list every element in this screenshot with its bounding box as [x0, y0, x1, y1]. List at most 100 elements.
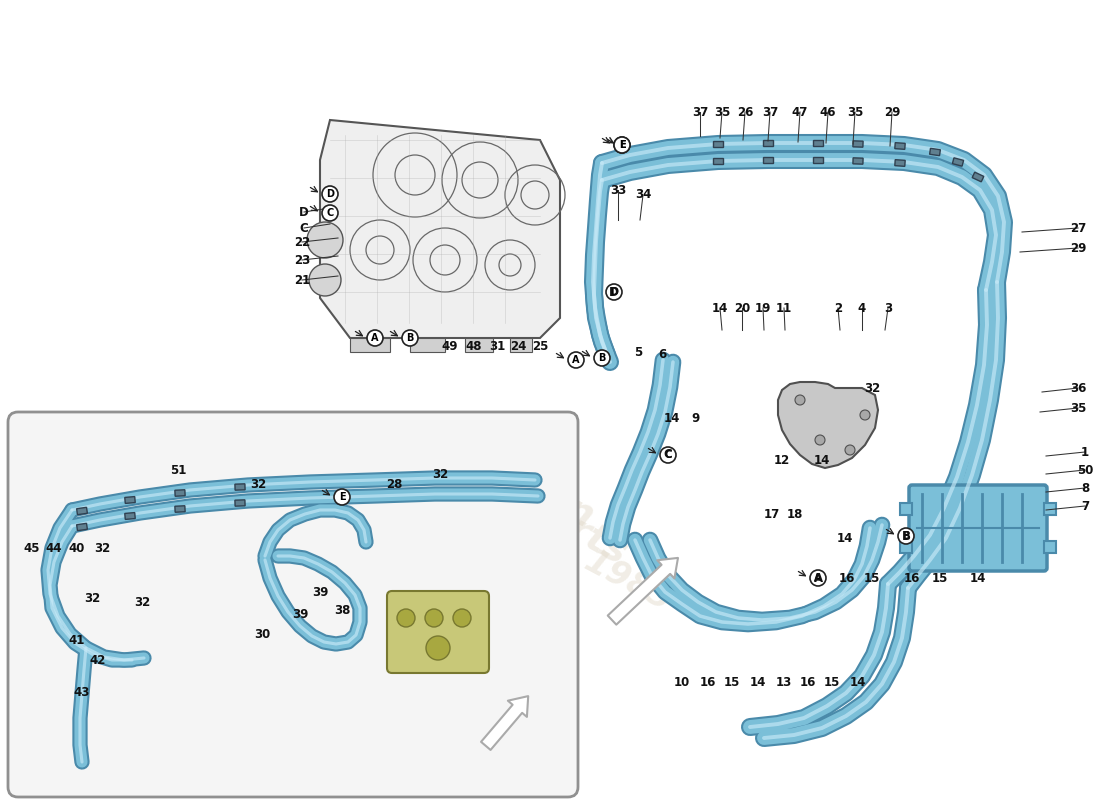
Text: 23: 23	[294, 254, 310, 266]
Text: 16: 16	[839, 571, 855, 585]
Bar	[900, 503, 912, 515]
Circle shape	[307, 222, 343, 258]
Circle shape	[795, 395, 805, 405]
Text: 39: 39	[311, 586, 328, 598]
Text: D: D	[326, 189, 334, 199]
Circle shape	[898, 528, 914, 544]
Text: 5: 5	[634, 346, 642, 358]
Text: 42: 42	[90, 654, 107, 666]
Text: 16: 16	[800, 675, 816, 689]
Text: 4: 4	[858, 302, 866, 314]
Bar	[763, 157, 773, 163]
Text: D: D	[610, 287, 618, 297]
Text: 29: 29	[1070, 242, 1086, 254]
Bar	[713, 158, 723, 164]
Bar	[1044, 541, 1056, 553]
Text: 51: 51	[169, 463, 186, 477]
Text: 37: 37	[762, 106, 778, 118]
Text: D: D	[609, 286, 619, 298]
Text: 19: 19	[755, 302, 771, 314]
Text: 2: 2	[834, 302, 843, 314]
Bar	[894, 142, 905, 150]
Text: 50: 50	[1077, 463, 1093, 477]
Text: 32: 32	[84, 591, 100, 605]
Text: 14: 14	[970, 571, 987, 585]
Circle shape	[453, 609, 471, 627]
Bar	[175, 490, 185, 496]
FancyBboxPatch shape	[909, 485, 1047, 571]
Text: B: B	[598, 353, 606, 363]
Text: 6: 6	[658, 347, 667, 361]
Text: 21: 21	[294, 274, 310, 286]
Bar	[235, 484, 245, 490]
Text: a passion: a passion	[399, 405, 601, 535]
Text: 14: 14	[850, 675, 866, 689]
Text: 44: 44	[46, 542, 63, 554]
Bar	[124, 513, 135, 519]
Text: 25: 25	[531, 341, 548, 354]
Text: E: E	[618, 140, 625, 150]
Text: 38: 38	[333, 603, 350, 617]
Text: 15: 15	[864, 571, 880, 585]
Bar	[410, 338, 446, 352]
Text: 14: 14	[750, 675, 767, 689]
Bar	[77, 523, 87, 530]
Circle shape	[426, 636, 450, 660]
Text: 36: 36	[1070, 382, 1086, 394]
Circle shape	[594, 350, 610, 366]
Text: 46: 46	[820, 106, 836, 118]
Text: 18: 18	[786, 507, 803, 521]
Text: 1: 1	[1081, 446, 1089, 458]
Text: B: B	[902, 530, 911, 542]
Text: 27: 27	[1070, 222, 1086, 234]
Text: 10: 10	[674, 675, 690, 689]
Bar	[713, 141, 723, 147]
Text: 39: 39	[292, 607, 308, 621]
Circle shape	[660, 447, 676, 463]
Text: 33: 33	[609, 183, 626, 197]
Bar	[763, 140, 773, 146]
Bar	[953, 158, 964, 166]
Bar	[852, 158, 864, 164]
Bar	[77, 507, 87, 514]
Text: 29: 29	[883, 106, 900, 118]
Text: 32: 32	[432, 467, 448, 481]
Text: E: E	[618, 140, 625, 150]
Circle shape	[568, 352, 584, 368]
Text: 31: 31	[488, 341, 505, 354]
Text: 32: 32	[864, 382, 880, 394]
Bar	[813, 140, 823, 146]
Bar	[813, 157, 823, 163]
Text: B: B	[406, 333, 414, 343]
Text: A: A	[572, 355, 580, 365]
Text: since 1985: since 1985	[483, 493, 676, 617]
Text: 24: 24	[509, 341, 526, 354]
Text: 45: 45	[24, 542, 41, 554]
Text: 15: 15	[824, 675, 840, 689]
Text: 12: 12	[774, 454, 790, 466]
Text: 49: 49	[442, 341, 459, 354]
Text: 28: 28	[386, 478, 403, 490]
Text: 14: 14	[663, 411, 680, 425]
Text: C: C	[299, 222, 308, 234]
Text: 17: 17	[763, 507, 780, 521]
Text: 40: 40	[69, 542, 85, 554]
Text: 8: 8	[1081, 482, 1089, 494]
Circle shape	[402, 330, 418, 346]
Text: 43: 43	[74, 686, 90, 698]
Bar	[124, 497, 135, 503]
Text: 35: 35	[847, 106, 864, 118]
Text: 32: 32	[250, 478, 266, 490]
Circle shape	[425, 609, 443, 627]
Text: E: E	[339, 492, 345, 502]
Text: 11: 11	[776, 302, 792, 314]
Text: for parts: for parts	[447, 448, 634, 572]
Bar	[235, 500, 245, 506]
Text: C: C	[327, 208, 333, 218]
Bar	[465, 338, 493, 352]
Text: 34: 34	[635, 189, 651, 202]
Text: 16: 16	[700, 675, 716, 689]
Bar	[175, 506, 185, 512]
Text: 7: 7	[1081, 499, 1089, 513]
Circle shape	[397, 609, 415, 627]
